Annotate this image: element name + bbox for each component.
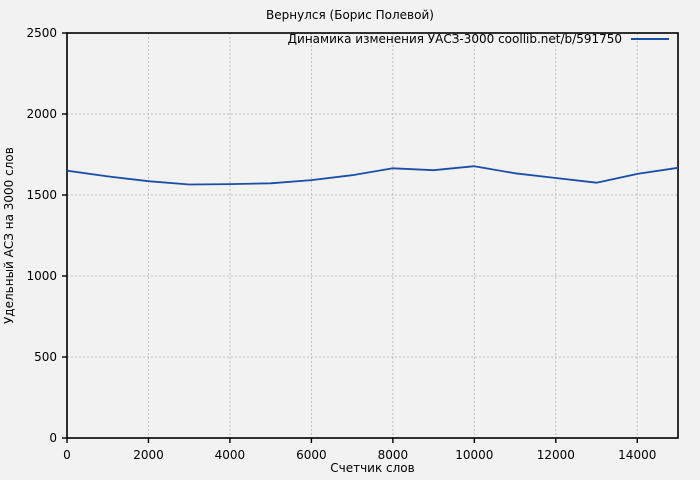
svg-text:2000: 2000 (133, 448, 164, 462)
svg-text:2000: 2000 (26, 107, 57, 121)
svg-text:1500: 1500 (26, 188, 57, 202)
data-line (66, 165, 679, 186)
plot-border (66, 32, 679, 439)
legend: Динамика изменения УАСЗ-3000 coollib.net… (288, 31, 669, 46)
legend-label: Динамика изменения УАСЗ-3000 coollib.net… (287, 31, 622, 46)
y-tick-labels: 0 500 1000 1500 2000 2500 (26, 26, 57, 445)
svg-text:10000: 10000 (455, 448, 493, 462)
svg-text:4000: 4000 (215, 448, 246, 462)
svg-text:12000: 12000 (537, 448, 575, 462)
x-axis-label: Счетчик слов (330, 461, 415, 475)
gridlines (67, 33, 678, 438)
svg-text:0: 0 (63, 448, 71, 462)
x-tick-labels: 0 2000 4000 6000 8000 10000 12000 14000 (63, 448, 656, 462)
svg-text:6000: 6000 (296, 448, 327, 462)
legend-line-swatch (631, 37, 669, 40)
svg-text:8000: 8000 (378, 448, 409, 462)
svg-text:0: 0 (49, 431, 57, 445)
y-axis-label: Удельный АСЗ на 3000 слов (2, 147, 16, 324)
axis-ticks (62, 32, 638, 443)
svg-text:500: 500 (34, 350, 57, 364)
chart-title: Вернулся (Борис Полевой) (266, 8, 434, 22)
svg-text:14000: 14000 (618, 448, 656, 462)
svg-text:2500: 2500 (26, 26, 57, 40)
svg-text:1000: 1000 (26, 269, 57, 283)
